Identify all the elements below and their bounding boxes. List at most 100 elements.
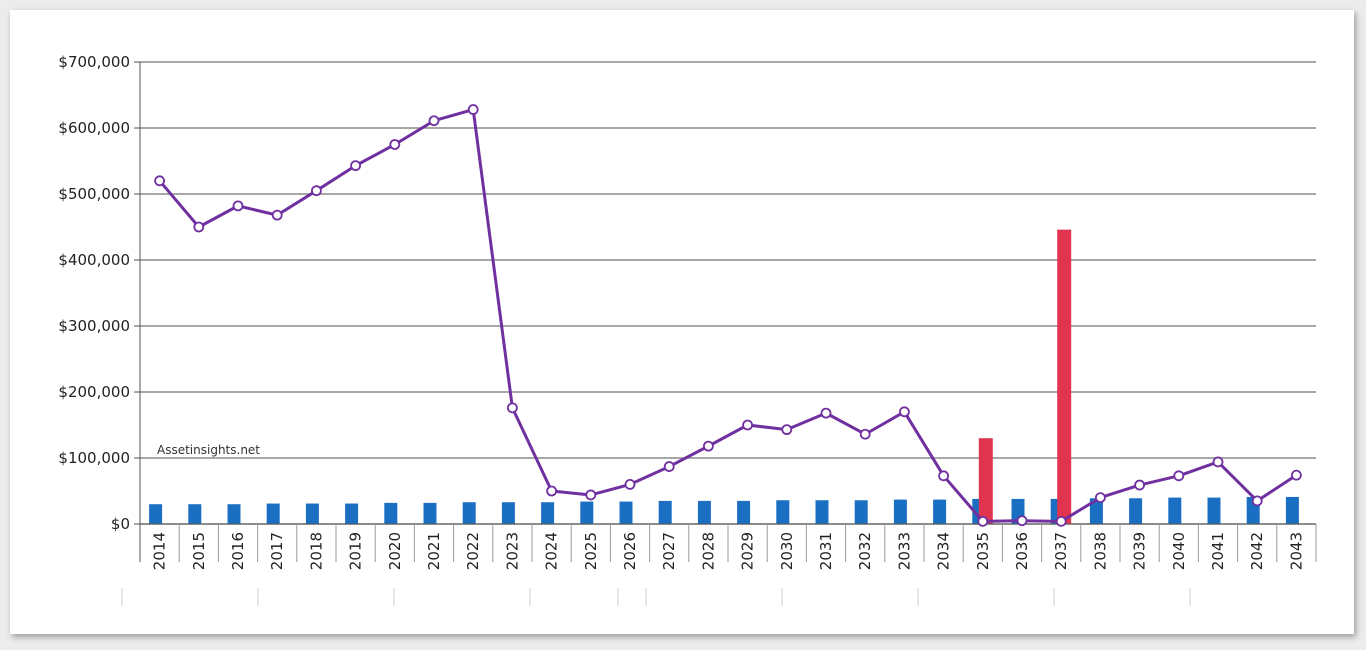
x-tick-label: 2038 [1091,532,1109,570]
line-point [1173,470,1185,482]
line-point [428,115,440,127]
line-point [820,407,832,419]
series-line [158,108,1298,523]
chart: $0 $100,000 $200,000 $300,000 $400,000 $500,0… [58,53,1317,606]
x-tick-label: 2037 [1052,532,1070,570]
line-point [1212,456,1224,468]
bar-blue [776,500,790,524]
line-point [1251,495,1263,507]
bar-blue [462,502,476,524]
line-point [467,104,479,115]
label-layer: $0 $100,000 $200,000 $300,000 $400,000 $500,0… [58,53,1305,570]
line-point [703,440,714,452]
bar-blue [737,500,751,524]
x-tick-label: 2030 [778,532,796,570]
x-tick-label: 2041 [1209,532,1227,570]
bar-blue [149,504,163,524]
x-tick-label: 2042 [1248,532,1266,570]
x-tick-label: 2032 [856,532,874,570]
x-tick-label: 2022 [464,532,482,570]
x-tick-label: 2039 [1131,532,1149,570]
bar-blue [1089,498,1103,524]
bar-blue [345,503,359,524]
line-point [271,209,283,221]
line-point [1291,469,1302,481]
x-tick-label: 2043 [1287,532,1305,570]
y-tick-label: $700,000 [58,53,130,71]
x-tick-label: 2034 [935,532,953,570]
x-tick-label: 2036 [1013,532,1031,570]
line-point [546,485,557,497]
bar-blue [619,501,633,524]
x-tick-label: 2026 [621,532,639,570]
x-tick-label: 2020 [386,532,404,570]
y-tick-label: $200,000 [58,383,130,401]
bar-blue [188,504,202,524]
x-tick-label: 2031 [817,532,835,570]
bar-blue [266,503,280,524]
bar-blue [854,500,868,524]
x-tick-label: 2021 [425,532,443,570]
bar-blue [423,502,437,524]
line-point [506,402,518,414]
line-point [1134,479,1145,491]
line-point [781,424,793,436]
bar-red [978,438,993,524]
line-point [742,419,753,431]
line-point [585,489,597,501]
line-point [1016,515,1028,527]
line-point [977,515,989,527]
grid-layer [140,61,1316,525]
line-point [232,200,244,212]
bar-blue [815,500,829,524]
y-tick-label: $100,000 [58,449,130,467]
bar-blue [658,500,672,524]
x-tick-label: 2024 [543,532,561,570]
bar-blue [501,502,515,524]
line-point [938,470,949,482]
x-tick-label: 2027 [660,532,678,570]
watermark: Assetinsights.net [157,443,260,457]
bar-blue [1207,497,1221,524]
y-tick-label: $0 [111,515,130,533]
x-tick-label: 2018 [307,532,325,570]
bar-blue [697,500,711,524]
line-point [624,478,636,490]
y-tick-label: $300,000 [58,317,130,335]
x-tick-label: 2019 [347,532,365,570]
bar-red [1057,229,1072,524]
y-tick-label: $600,000 [58,119,130,137]
bar-layer [149,229,1299,524]
y-tick-label: $400,000 [58,251,130,269]
line-point [154,175,166,187]
x-tick-label: 2025 [582,532,600,570]
line-point [310,185,322,197]
bar-blue [580,501,594,524]
x-tick-label: 2016 [229,532,247,570]
y-tick-label: $500,000 [58,185,130,203]
axis-layer [121,61,1317,606]
line-layer [154,104,1302,527]
chart-panel: $0 $100,000 $200,000 $300,000 $400,000 $500,0… [10,10,1354,634]
x-tick-label: 2040 [1170,532,1188,570]
bar-blue [541,502,555,524]
bar-blue [1285,496,1299,524]
x-tick-label: 2014 [151,532,169,570]
line-point [389,139,401,150]
bar-blue [1129,498,1143,524]
x-tick-label: 2017 [268,532,286,570]
line-point [663,461,675,472]
x-tick-label: 2028 [699,532,717,570]
x-tick-label: 2023 [503,532,521,570]
bar-blue [933,499,947,524]
x-tick-label: 2033 [895,532,913,570]
bar-blue [305,503,319,524]
line-point [859,428,871,440]
bar-blue [384,502,398,524]
line-point [1095,492,1106,504]
bar-blue [1168,497,1182,524]
bar-blue [893,499,907,524]
line-point [1055,515,1067,527]
x-tick-label: 2015 [190,532,208,570]
line-point [350,160,362,172]
